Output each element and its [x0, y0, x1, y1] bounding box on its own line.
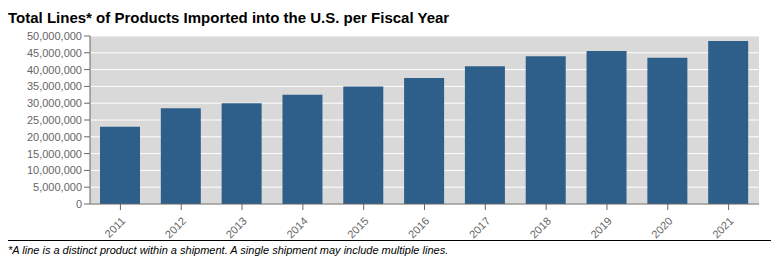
svg-text:2020: 2020 — [649, 215, 675, 240]
svg-text:25,000,000: 25,000,000 — [27, 114, 82, 126]
svg-text:2015: 2015 — [345, 215, 371, 240]
svg-text:30,000,000: 30,000,000 — [27, 97, 82, 109]
svg-text:2012: 2012 — [163, 215, 189, 240]
svg-text:0: 0 — [76, 198, 82, 210]
svg-text:2014: 2014 — [284, 215, 310, 240]
svg-text:2021: 2021 — [710, 215, 736, 240]
svg-text:40,000,000: 40,000,000 — [27, 64, 82, 76]
svg-text:2013: 2013 — [223, 215, 249, 240]
svg-text:15,000,000: 15,000,000 — [27, 148, 82, 160]
svg-text:2011: 2011 — [102, 215, 127, 240]
svg-text:2018: 2018 — [527, 215, 553, 240]
svg-text:35,000,000: 35,000,000 — [27, 80, 82, 92]
svg-text:20,000,000: 20,000,000 — [27, 131, 82, 143]
svg-text:2017: 2017 — [467, 215, 493, 240]
svg-text:50,000,000: 50,000,000 — [27, 30, 82, 42]
svg-text:2016: 2016 — [406, 215, 432, 240]
svg-text:5,000,000: 5,000,000 — [33, 181, 82, 193]
svg-text:2019: 2019 — [588, 215, 614, 240]
html-text:*A line is a distinct product: *A line is a distinct product within a s… — [8, 244, 449, 256]
html-text:Total Lines* of Products Impor: Total Lines* of Products Imported into t… — [8, 9, 450, 26]
svg-text:45,000,000: 45,000,000 — [27, 47, 82, 59]
svg-text:10,000,000: 10,000,000 — [27, 164, 82, 176]
